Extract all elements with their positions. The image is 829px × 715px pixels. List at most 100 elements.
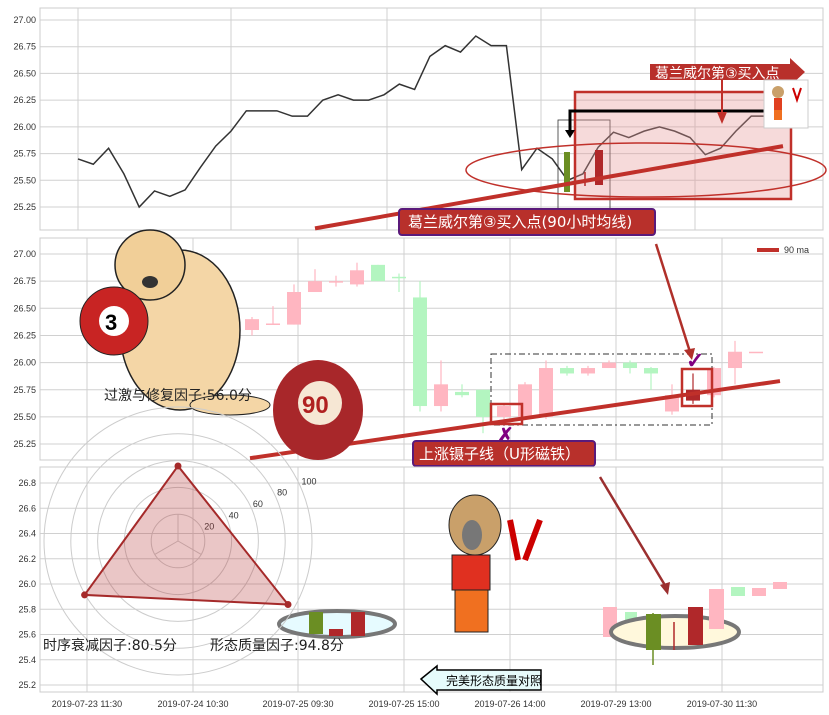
y-tick-label: 25.50 [13, 175, 36, 185]
radial-tick-label: 40 [229, 510, 239, 520]
legend: 90 ma [757, 245, 809, 255]
annotation-text: 葛兰威尔第③买入点(90小时均线) [408, 213, 632, 231]
x-tick-label: 2019-07-25 09:30 [262, 699, 333, 709]
candle-body [329, 281, 343, 283]
legend-label: 90 ma [784, 245, 809, 255]
radar-point [284, 601, 292, 609]
candle-green [564, 152, 570, 192]
dog-with-ball-3-icon: 3 [79, 229, 271, 416]
candle-body [476, 389, 490, 417]
radar-polygon [82, 464, 291, 606]
arrow-head-icon [717, 112, 727, 124]
candle [560, 365, 574, 376]
candle-body [497, 406, 511, 417]
candle-body [728, 351, 742, 369]
y-tick-label: 27.00 [13, 15, 36, 25]
y-tick-label: 26.00 [13, 358, 36, 368]
candle-body [350, 270, 364, 285]
y-tick-label: 26.25 [13, 330, 36, 340]
candle-body [623, 362, 637, 369]
annotation-text: 完美形态质量对照 [446, 673, 542, 688]
candle-body [266, 323, 280, 326]
radar-point [174, 462, 182, 470]
ma-annotation-label: 葛兰威尔第③买入点(90小时均线) [398, 208, 656, 236]
candle-body [749, 351, 763, 354]
y-tick-label: 26.4 [18, 529, 36, 539]
radial-tick-label: 60 [253, 499, 263, 509]
radar-chart: 20 40 60 80 100 [43, 406, 316, 676]
candle [749, 351, 763, 354]
radar-point [81, 591, 89, 599]
arrow-head-icon [684, 348, 695, 360]
y-tick-label: 25.6 [18, 630, 36, 640]
factor-label-overshoot: 过激与修复因子:56.0分 [104, 387, 252, 404]
y-tick-label: 26.8 [18, 478, 36, 488]
x-tick-label: 2019-07-26 14:00 [474, 699, 545, 709]
radial-tick-label: 20 [204, 522, 214, 532]
y-tick-label: 26.75 [13, 276, 36, 286]
y-tick-label: 26.00 [13, 122, 36, 132]
y-tick-label: 26.75 [13, 42, 36, 52]
perfect-pattern-left [277, 609, 397, 639]
candle-body [581, 368, 595, 374]
candle [350, 262, 364, 287]
factor-label-pattern-quality: 形态质量因子:94.8分 [210, 638, 344, 654]
candle-body [560, 368, 574, 374]
candle [518, 382, 532, 420]
y-tick-label: 25.75 [13, 149, 36, 159]
bottom-panel: 25.225.425.625.826.026.226.426.626.8 201… [18, 466, 824, 709]
candle-body [518, 384, 532, 417]
candle [371, 264, 385, 282]
candle [329, 275, 343, 287]
radial-tick-label: 80 [277, 488, 287, 498]
bracket-arrow [568, 109, 785, 135]
candle-body [602, 362, 616, 369]
top-panel: 25.25 25.50 25.75 26.00 26.25 26.50 26.75 27.00… [13, 7, 827, 236]
candle [602, 360, 616, 369]
top-panel-frame [39, 7, 824, 231]
candle-body [287, 292, 301, 325]
candle [434, 360, 448, 412]
annotation-text: 葛兰威尔第③买入点 [655, 65, 780, 82]
y-tick-label: 26.6 [18, 503, 36, 513]
candle-red [595, 150, 603, 185]
y-tick-label: 25.8 [18, 604, 36, 614]
x-tick-label: 2019-07-25 15:00 [368, 699, 439, 709]
y-tick-label: 25.50 [13, 412, 36, 422]
ma-line [314, 144, 784, 231]
candle-body [644, 368, 658, 374]
pointer-arrow [654, 243, 692, 353]
candle-body [392, 276, 406, 279]
tweezer-annotation-label: 上涨镊子线（U形磁铁） [412, 440, 596, 467]
annotation-banner: 葛兰威尔第③买入点 [650, 58, 805, 86]
bottom-panel-frame [39, 466, 824, 693]
perfect-pattern-right [603, 582, 787, 665]
candle [581, 365, 595, 376]
x-tick-label: 2019-07-24 10:30 [157, 699, 228, 709]
highlight-ellipse [465, 142, 827, 198]
svg-text:90: 90 [302, 392, 329, 419]
candle [287, 284, 301, 325]
candle [308, 269, 322, 293]
y-tick-label: 26.25 [13, 95, 36, 105]
candle-body [539, 368, 553, 417]
ball-90-icon: 90 [273, 360, 363, 460]
x-tick-label: 2019-07-29 13:00 [580, 699, 651, 709]
candle-body [413, 297, 427, 407]
candle [245, 316, 259, 336]
pointer-arrow [598, 476, 668, 588]
candle-body [245, 319, 259, 331]
y-tick-label: 25.4 [18, 655, 36, 665]
candle [539, 360, 553, 420]
arrow-head-icon [565, 130, 575, 138]
marker-box [680, 367, 714, 408]
radial-tick-label: 100 [301, 476, 316, 486]
dog-with-pliers-icon [448, 494, 543, 633]
x-tick-label: 2019-07-30 11:30 [687, 699, 757, 709]
y-tick-label: 26.2 [18, 554, 36, 564]
y-tick-label: 26.50 [13, 68, 36, 78]
y-tick-label: 26.50 [13, 303, 36, 313]
price-line [77, 35, 767, 209]
y-tick-label: 25.25 [13, 439, 36, 449]
